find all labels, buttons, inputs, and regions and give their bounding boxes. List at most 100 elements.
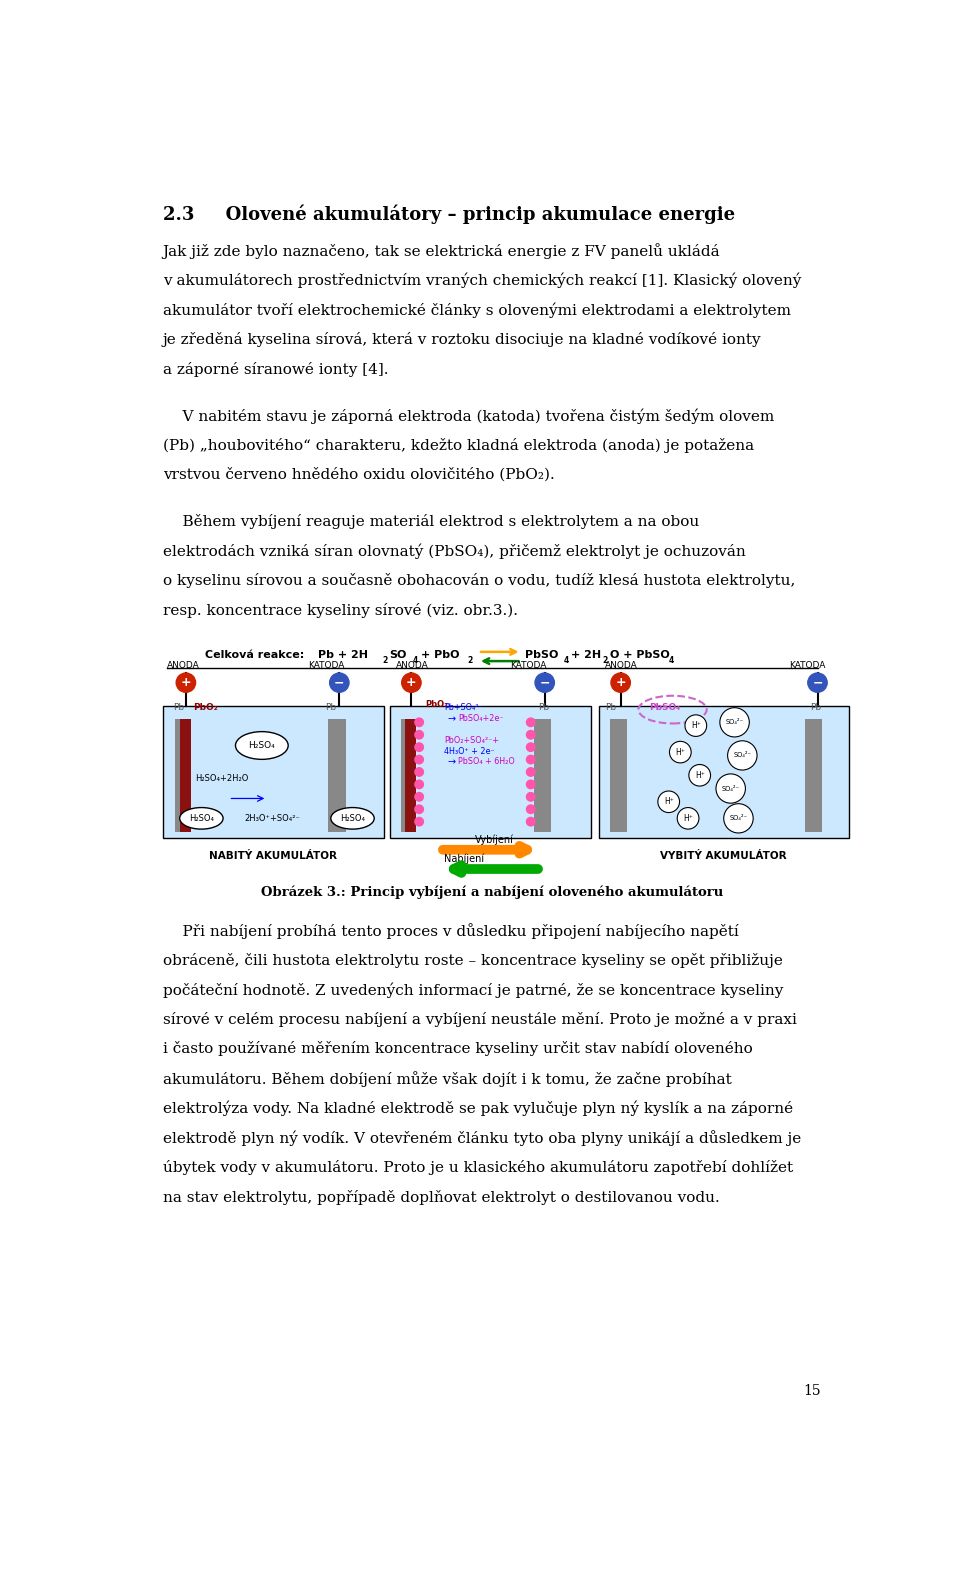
Circle shape <box>526 756 535 764</box>
Text: akumulátor tvoří elektrochemické články s olovenými elektrodami a elektrolytem: akumulátor tvoří elektrochemické články … <box>162 303 791 317</box>
Text: akumulátoru. Během dobíjení může však dojít i k tomu, že začne probíhat: akumulátoru. Během dobíjení může však do… <box>162 1072 732 1088</box>
Circle shape <box>415 817 423 826</box>
FancyBboxPatch shape <box>534 719 551 831</box>
Text: 2: 2 <box>382 656 387 665</box>
Text: počáteční hodnotě. Z uvedených informací je patrné, že se koncentrace kyseliny: počáteční hodnotě. Z uvedených informací… <box>162 983 783 998</box>
Circle shape <box>526 731 535 738</box>
Text: 2H₃O⁺+SO₄²⁻: 2H₃O⁺+SO₄²⁻ <box>244 813 300 823</box>
Circle shape <box>526 767 535 777</box>
Text: H₂SO₄: H₂SO₄ <box>340 813 365 823</box>
Text: SO₄²⁻: SO₄²⁻ <box>726 719 744 726</box>
Text: H₂SO₄+2H₂O: H₂SO₄+2H₂O <box>195 774 249 783</box>
Circle shape <box>526 718 535 727</box>
Text: H⁺: H⁺ <box>663 798 674 807</box>
Circle shape <box>526 817 535 826</box>
FancyBboxPatch shape <box>162 705 383 839</box>
Ellipse shape <box>331 807 374 829</box>
Circle shape <box>728 740 757 770</box>
Text: elektrodě plyn ný vodík. V otevřeném článku tyto oba plyny unikájí a důsledkem j: elektrodě plyn ný vodík. V otevřeném člá… <box>162 1131 801 1147</box>
Circle shape <box>611 673 631 692</box>
Text: +: + <box>615 676 626 689</box>
Text: 15: 15 <box>804 1384 822 1397</box>
Text: KATODA: KATODA <box>789 660 826 670</box>
Text: 2.3     Olovené akumulátory – princip akumulace energie: 2.3 Olovené akumulátory – princip akumul… <box>162 204 734 223</box>
Ellipse shape <box>235 732 288 759</box>
Text: SO: SO <box>390 651 407 660</box>
Text: H₂SO₄: H₂SO₄ <box>249 742 276 750</box>
Text: V nabitém stavu je záporná elektroda (katoda) tvořena čistým šedým olovem: V nabitém stavu je záporná elektroda (ka… <box>162 408 774 424</box>
Circle shape <box>526 743 535 751</box>
Text: H⁺: H⁺ <box>684 813 693 823</box>
Circle shape <box>415 743 423 751</box>
Text: a záporné síranowé ionty [4].: a záporné síranowé ionty [4]. <box>162 362 388 376</box>
FancyBboxPatch shape <box>180 719 190 831</box>
Circle shape <box>415 805 423 813</box>
Text: PbO₂: PbO₂ <box>425 700 448 710</box>
Circle shape <box>177 673 196 692</box>
Circle shape <box>401 673 421 692</box>
Text: je zředěná kyselina sírová, která v roztoku disociuje na kladné vodíkové ionty: je zředěná kyselina sírová, která v rozt… <box>162 332 761 348</box>
Text: ANODA: ANODA <box>605 660 637 670</box>
Text: resp. koncentrace kyseliny sírové (viz. obr.3.).: resp. koncentrace kyseliny sírové (viz. … <box>162 603 517 617</box>
Circle shape <box>689 764 710 786</box>
Text: PbSO₄: PbSO₄ <box>649 703 681 713</box>
Text: +: + <box>180 676 191 689</box>
FancyBboxPatch shape <box>405 719 416 831</box>
Circle shape <box>415 780 423 788</box>
Circle shape <box>329 673 349 692</box>
Text: SO₄²⁻: SO₄²⁻ <box>733 753 752 759</box>
Text: H⁺: H⁺ <box>695 770 705 780</box>
Text: Pb: Pb <box>605 703 616 713</box>
Text: Obrázek 3.: Princip vybíjení a nabíjení oloveného akumulátoru: Obrázek 3.: Princip vybíjení a nabíjení … <box>261 885 723 900</box>
Text: →: → <box>447 758 456 767</box>
Text: + PbO: + PbO <box>420 651 459 660</box>
Text: NABITÝ AKUMULÁTOR: NABITÝ AKUMULÁTOR <box>209 850 337 861</box>
Text: sírové v celém procesu nabíjení a vybíjení neustále mění. Proto je možné a v pra: sírové v celém procesu nabíjení a vybíje… <box>162 1011 797 1027</box>
Circle shape <box>724 804 754 833</box>
Text: KATODA: KATODA <box>308 660 345 670</box>
Text: elektrodách vzniká síran olovnatý (PbSO₄), přičemž elektrolyt je ochuzován: elektrodách vzniká síran olovnatý (PbSO₄… <box>162 544 745 560</box>
FancyBboxPatch shape <box>610 719 627 831</box>
Text: PbSO₄+2e⁻: PbSO₄+2e⁻ <box>458 715 504 723</box>
Text: O + PbSO: O + PbSO <box>610 651 669 660</box>
Text: 4: 4 <box>564 656 568 665</box>
Text: PbO₂: PbO₂ <box>194 703 218 713</box>
Text: 4: 4 <box>413 656 419 665</box>
Text: +: + <box>406 676 417 689</box>
Circle shape <box>415 756 423 764</box>
Text: PbO₂+SO₄²⁻+: PbO₂+SO₄²⁻+ <box>444 735 499 745</box>
Text: Během vybíjení reaguje materiál elektrod s elektrolytem a na obou: Během vybíjení reaguje materiál elektrod… <box>162 514 699 530</box>
FancyBboxPatch shape <box>175 719 186 831</box>
Text: Pb: Pb <box>809 703 821 713</box>
Text: Jak již zde bylo naznačeno, tak se elektrická energie z FV panelů ukládá: Jak již zde bylo naznačeno, tak se elekt… <box>162 242 720 258</box>
Circle shape <box>526 780 535 788</box>
Text: VYBITÝ AKUMULÁTOR: VYBITÝ AKUMULÁTOR <box>660 850 787 861</box>
Text: 2: 2 <box>468 656 472 665</box>
Text: PbSO: PbSO <box>524 651 558 660</box>
Text: H⁺: H⁺ <box>691 721 701 731</box>
Text: ANODA: ANODA <box>396 660 429 670</box>
Circle shape <box>415 767 423 777</box>
Circle shape <box>807 673 828 692</box>
Circle shape <box>669 742 691 762</box>
Text: o kyselinu sírovou a současně obohacován o vodu, tudíž klesá hustota elektrolytu: o kyselinu sírovou a současně obohacován… <box>162 573 795 589</box>
Text: Pb+SO₄²⁻: Pb+SO₄²⁻ <box>444 703 483 713</box>
FancyBboxPatch shape <box>805 719 822 831</box>
FancyBboxPatch shape <box>400 719 410 831</box>
Text: Nabíjení: Nabíjení <box>444 853 484 864</box>
Text: Celková reakce:: Celková reakce: <box>205 651 304 660</box>
Text: Pb: Pb <box>539 703 550 713</box>
Text: i často používané měřením koncentrace kyseliny určit stav nabídí oloveného: i často používané měřením koncentrace ky… <box>162 1042 753 1056</box>
FancyBboxPatch shape <box>599 705 849 839</box>
Text: elektrolýza vody. Na kladné elektrodě se pak vylučuje plyn ný kyslík a na záporn: elektrolýza vody. Na kladné elektrodě se… <box>162 1101 793 1116</box>
FancyBboxPatch shape <box>390 705 591 839</box>
Text: −: − <box>540 676 550 689</box>
Text: úbytek vody v akumulátoru. Proto je u klasického akumulátoru zapotřebí dohlížet: úbytek vody v akumulátoru. Proto je u kl… <box>162 1160 793 1176</box>
Circle shape <box>716 774 745 804</box>
Circle shape <box>720 708 750 737</box>
Text: −: − <box>812 676 823 689</box>
Circle shape <box>685 715 707 737</box>
Text: v akumulátorech prostřednictvím vraných chemických reakcí [1]. Klasický olovený: v akumulátorech prostřednictvím vraných … <box>162 273 801 289</box>
Text: PbSO₄ + 6H₂O: PbSO₄ + 6H₂O <box>458 758 515 766</box>
Text: −: − <box>334 676 345 689</box>
